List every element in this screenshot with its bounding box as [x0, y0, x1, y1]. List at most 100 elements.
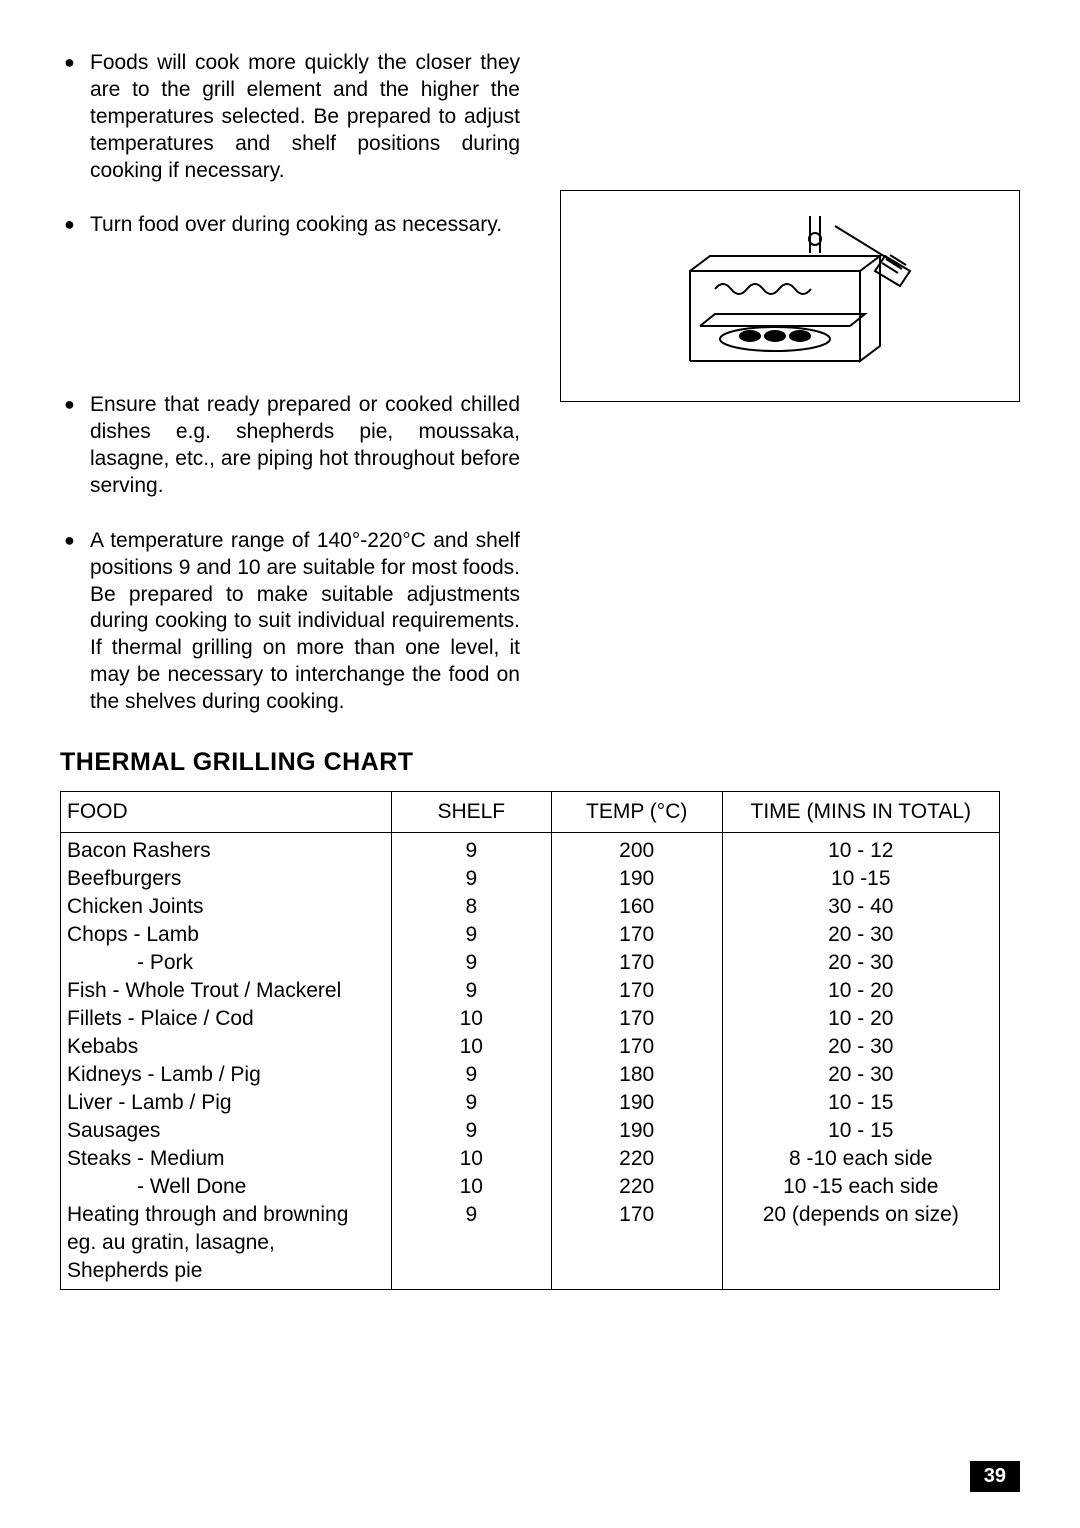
right-column: [560, 50, 1020, 744]
table-row: Chops - Lamb917020 - 30: [61, 921, 1000, 949]
cell-temp: 220: [551, 1173, 722, 1201]
cell-time: 20 - 30: [722, 1061, 999, 1089]
table-row: Steaks - Medium102208 -10 each side: [61, 1145, 1000, 1173]
table-row: - Well Done1022010 -15 each side: [61, 1173, 1000, 1201]
cell-time: [722, 1229, 999, 1257]
section-title: THERMAL GRILLING CHART: [60, 748, 1020, 777]
bullet-list: Ensure that ready prepared or cooked chi…: [60, 392, 520, 716]
cell-time: 20 (depends on size): [722, 1201, 999, 1229]
cell-temp: 200: [551, 832, 722, 865]
bullet-item: Turn food over during cooking as necessa…: [60, 212, 520, 239]
table-row: Fish - Whole Trout / Mackerel917010 - 20: [61, 977, 1000, 1005]
cell-temp: 170: [551, 1201, 722, 1229]
cell-food: - Well Done: [61, 1173, 392, 1201]
table-row: Liver - Lamb / Pig919010 - 15: [61, 1089, 1000, 1117]
two-column-layout: Foods will cook more quickly the closer …: [60, 50, 1020, 744]
cell-shelf: [391, 1257, 551, 1290]
table-row: Shepherds pie: [61, 1257, 1000, 1290]
cell-time: 10 - 15: [722, 1117, 999, 1145]
thermal-grilling-chart: FOOD SHELF TEMP (°C) TIME (MINS IN TOTAL…: [60, 791, 1000, 1290]
cell-time: 20 - 30: [722, 949, 999, 977]
table-row: eg. au gratin, lasagne,: [61, 1229, 1000, 1257]
cell-temp: 190: [551, 1089, 722, 1117]
cell-shelf: 9: [391, 1201, 551, 1229]
table-row: Beefburgers919010 -15: [61, 865, 1000, 893]
oven-grilling-icon: [660, 211, 920, 381]
cell-food: Heating through and browning: [61, 1201, 392, 1229]
table-header-row: FOOD SHELF TEMP (°C) TIME (MINS IN TOTAL…: [61, 791, 1000, 832]
bullet-item: Foods will cook more quickly the closer …: [60, 50, 520, 184]
cell-food: Bacon Rashers: [61, 832, 392, 865]
cell-shelf: 9: [391, 1117, 551, 1145]
cell-time: 20 - 30: [722, 921, 999, 949]
col-header-time: TIME (MINS IN TOTAL): [722, 791, 999, 832]
bullet-item: Ensure that ready prepared or cooked chi…: [60, 392, 520, 500]
cell-shelf: 9: [391, 1061, 551, 1089]
cell-shelf: 9: [391, 921, 551, 949]
cell-food: Kebabs: [61, 1033, 392, 1061]
cell-food: eg. au gratin, lasagne,: [61, 1229, 392, 1257]
cell-shelf: 9: [391, 865, 551, 893]
page-number: 39: [970, 1461, 1020, 1492]
table-row: Kidneys - Lamb / Pig918020 - 30: [61, 1061, 1000, 1089]
cell-food: Liver - Lamb / Pig: [61, 1089, 392, 1117]
cell-time: 10 - 12: [722, 832, 999, 865]
cell-time: 10 -15: [722, 865, 999, 893]
cell-temp: 170: [551, 977, 722, 1005]
bullet-item: A temperature range of 140°-220°C and sh…: [60, 528, 520, 716]
cell-shelf: 9: [391, 977, 551, 1005]
cell-shelf: 10: [391, 1033, 551, 1061]
table-row: Fillets - Plaice / Cod1017010 - 20: [61, 1005, 1000, 1033]
cell-temp: [551, 1229, 722, 1257]
cell-temp: 190: [551, 1117, 722, 1145]
cell-time: 10 - 20: [722, 977, 999, 1005]
cell-temp: 190: [551, 865, 722, 893]
oven-illustration-frame: [560, 190, 1020, 402]
cell-food: Kidneys - Lamb / Pig: [61, 1061, 392, 1089]
cell-time: 10 - 15: [722, 1089, 999, 1117]
cell-shelf: [391, 1229, 551, 1257]
table-row: - Pork917020 - 30: [61, 949, 1000, 977]
cell-time: 10 -15 each side: [722, 1173, 999, 1201]
table-row: Kebabs1017020 - 30: [61, 1033, 1000, 1061]
cell-time: 8 -10 each side: [722, 1145, 999, 1173]
col-header-temp: TEMP (°C): [551, 791, 722, 832]
col-header-shelf: SHELF: [391, 791, 551, 832]
cell-temp: 220: [551, 1145, 722, 1173]
cell-temp: 170: [551, 949, 722, 977]
cell-shelf: 8: [391, 893, 551, 921]
cell-food: Chops - Lamb: [61, 921, 392, 949]
cell-shelf: 9: [391, 832, 551, 865]
bullet-list: Foods will cook more quickly the closer …: [60, 50, 520, 239]
cell-temp: 170: [551, 1005, 722, 1033]
cell-shelf: 9: [391, 949, 551, 977]
spacer: [60, 267, 520, 392]
cell-shelf: 10: [391, 1145, 551, 1173]
cell-shelf: 10: [391, 1005, 551, 1033]
table-row: Bacon Rashers920010 - 12: [61, 832, 1000, 865]
cell-temp: 170: [551, 1033, 722, 1061]
table-row: Sausages919010 - 15: [61, 1117, 1000, 1145]
cell-time: 20 - 30: [722, 1033, 999, 1061]
cell-food: - Pork: [61, 949, 392, 977]
cell-temp: 170: [551, 921, 722, 949]
table-body: Bacon Rashers920010 - 12 Beefburgers9190…: [61, 832, 1000, 1289]
cell-time: 30 - 40: [722, 893, 999, 921]
cell-time: [722, 1257, 999, 1290]
cell-food: Sausages: [61, 1117, 392, 1145]
cell-food: Fish - Whole Trout / Mackerel: [61, 977, 392, 1005]
cell-temp: 160: [551, 893, 722, 921]
cell-food: Chicken Joints: [61, 893, 392, 921]
cell-food: Fillets - Plaice / Cod: [61, 1005, 392, 1033]
cell-shelf: 10: [391, 1173, 551, 1201]
cell-shelf: 9: [391, 1089, 551, 1117]
col-header-food: FOOD: [61, 791, 392, 832]
left-column: Foods will cook more quickly the closer …: [60, 50, 520, 744]
cell-food: Beefburgers: [61, 865, 392, 893]
cell-time: 10 - 20: [722, 1005, 999, 1033]
table-row: Heating through and browning917020 (depe…: [61, 1201, 1000, 1229]
cell-food: Shepherds pie: [61, 1257, 392, 1290]
cell-temp: [551, 1257, 722, 1290]
cell-temp: 180: [551, 1061, 722, 1089]
cell-food: Steaks - Medium: [61, 1145, 392, 1173]
